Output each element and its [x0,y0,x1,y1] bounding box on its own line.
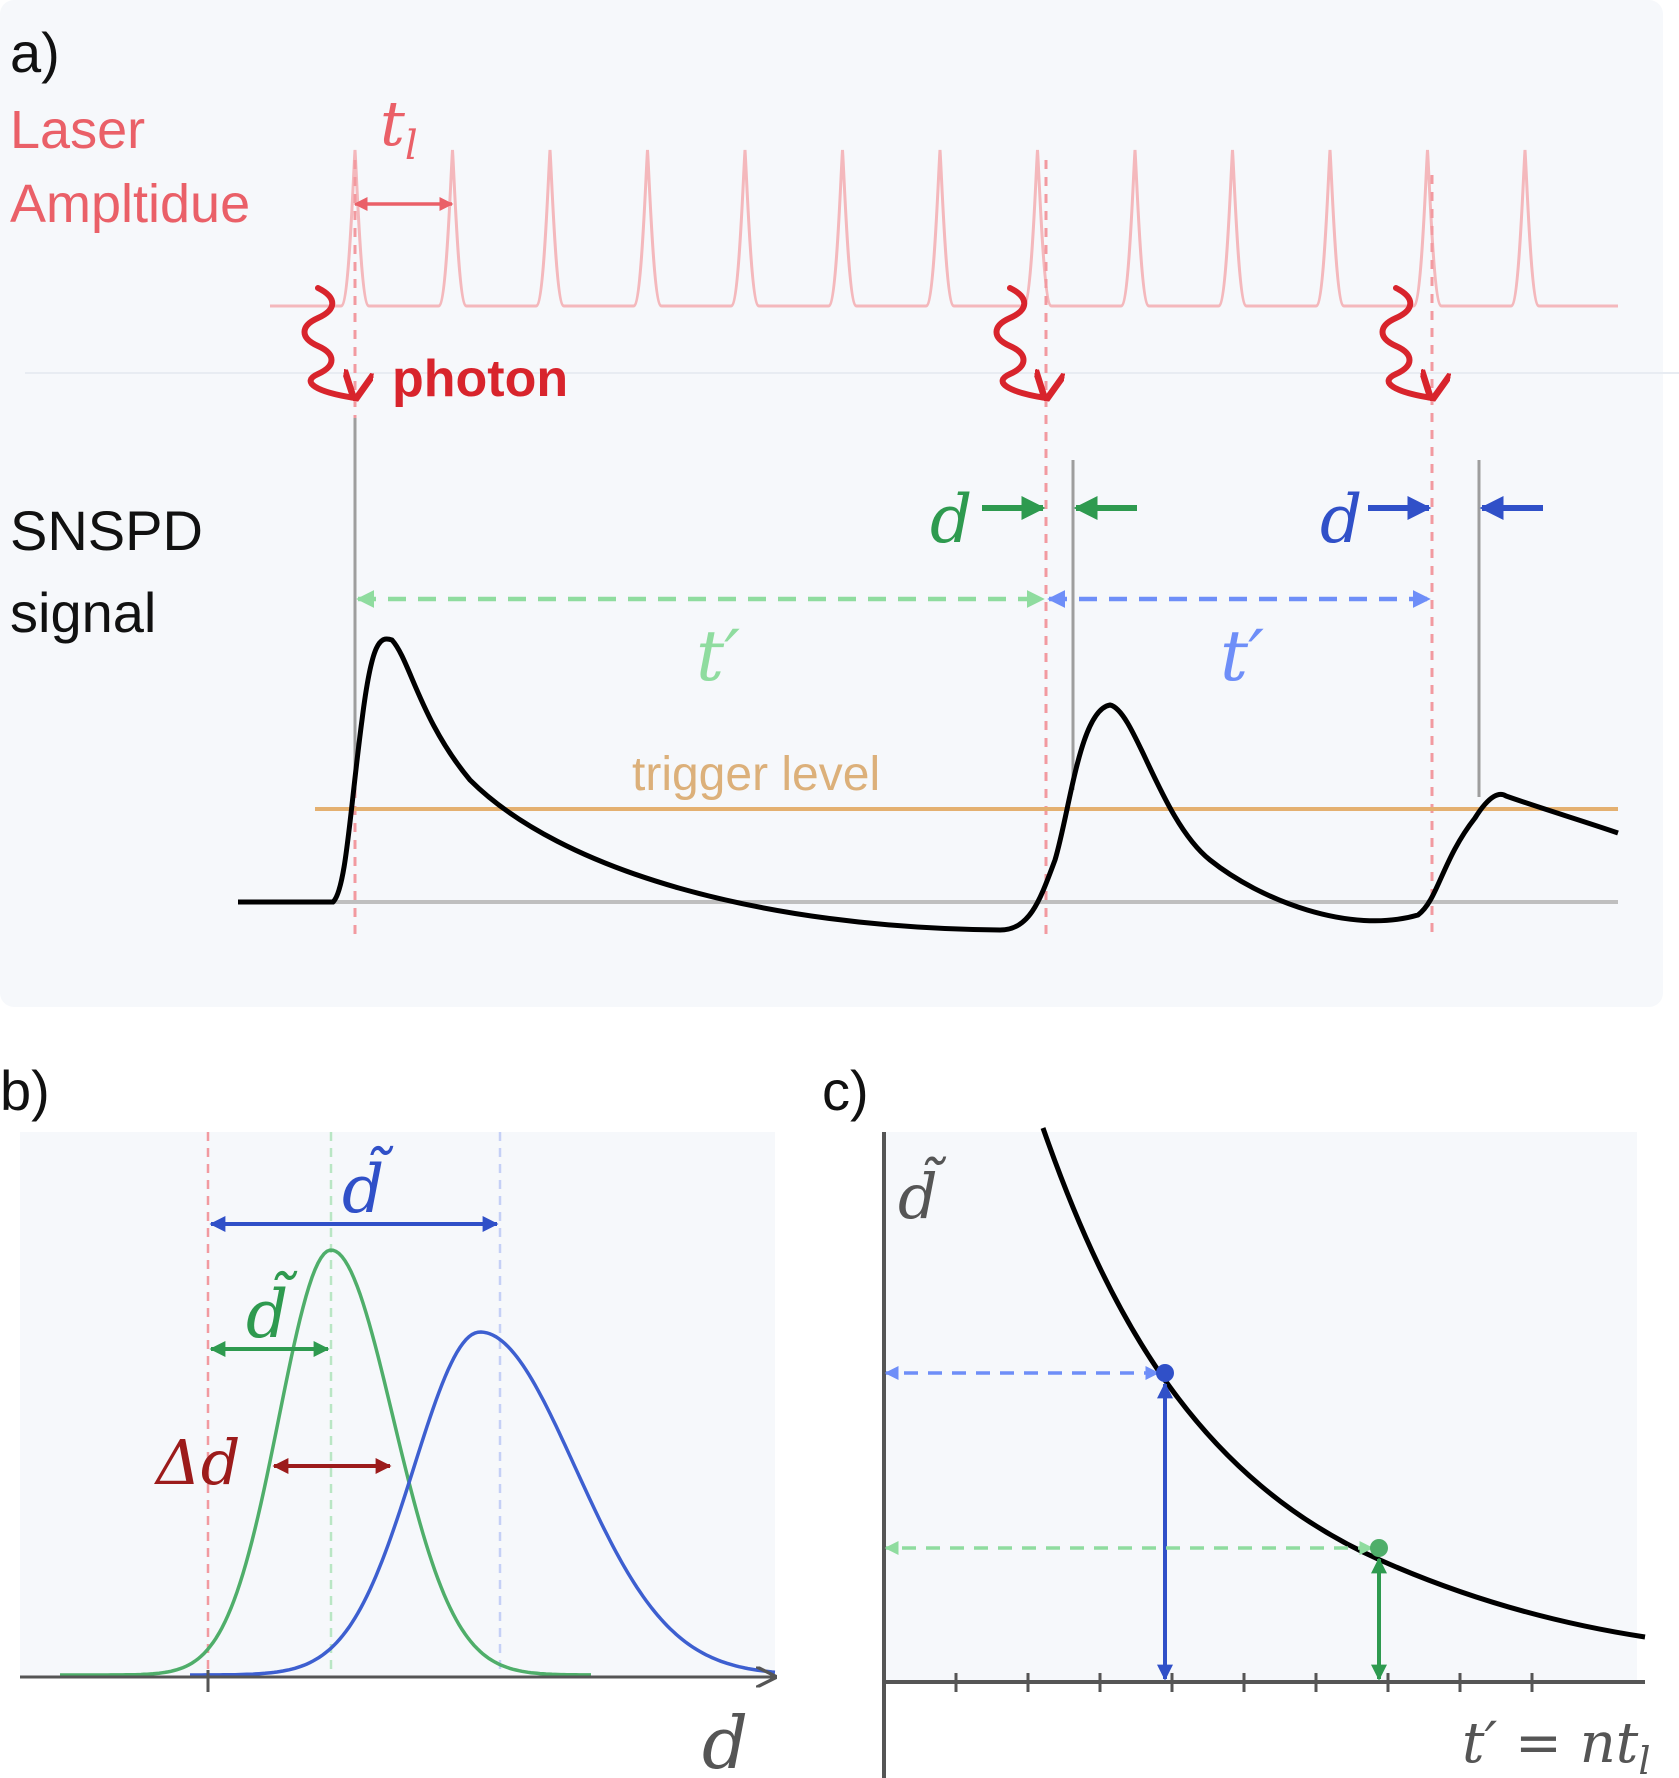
trigger-level-label: trigger level [632,748,880,801]
panel-a: a) Laser Ampltidue tl photon SNSPD signa… [0,0,1679,1007]
panel-a-background [0,0,1663,1007]
d-label-blue: d [1320,481,1362,558]
snspd-signal-curve [238,636,1619,933]
laser-pulse-train [270,149,1618,308]
photon-squiggle-3 [1379,285,1433,398]
tprime-label-blue: t′ [1220,615,1264,697]
panel-c-background [882,1132,1637,1682]
panel-c: c) d̃ t′ = ntl [822,1059,1650,1778]
panel-b-label: b) [0,1059,50,1122]
laser-label-line2: Ampltidue [10,174,250,234]
photon-label: photon [392,350,568,408]
x-axis-c-ticks [954,1673,1534,1692]
green-distribution-curve [60,1248,591,1677]
dtilde-vs-tprime-curve [1040,1127,1646,1640]
green-point [1370,1539,1388,1557]
period-label: tl [380,87,418,169]
signal-label-line2: signal [10,581,156,644]
tprime-label-green: t′ [696,615,740,697]
panel-c-label: c) [822,1059,869,1122]
photon-squiggle-1 [301,285,356,398]
panel-a-label: a) [10,21,60,84]
photon-squiggle-2 [993,285,1047,398]
panel-b-background [20,1132,775,1677]
x-axis-c-label: t′ = ntl [1462,1711,1650,1778]
laser-label-line1: Laser [10,100,145,160]
blue-distribution-curve [190,1330,776,1677]
x-axis-b-label: d [702,1701,748,1778]
d-label-green: d [930,481,972,558]
blue-point [1156,1364,1174,1382]
panel-b: b) d d̃ d̃ Δd [0,1059,775,1778]
signal-label-line1: SNSPD [10,499,203,562]
delta-d-label: Δd [154,1426,240,1499]
